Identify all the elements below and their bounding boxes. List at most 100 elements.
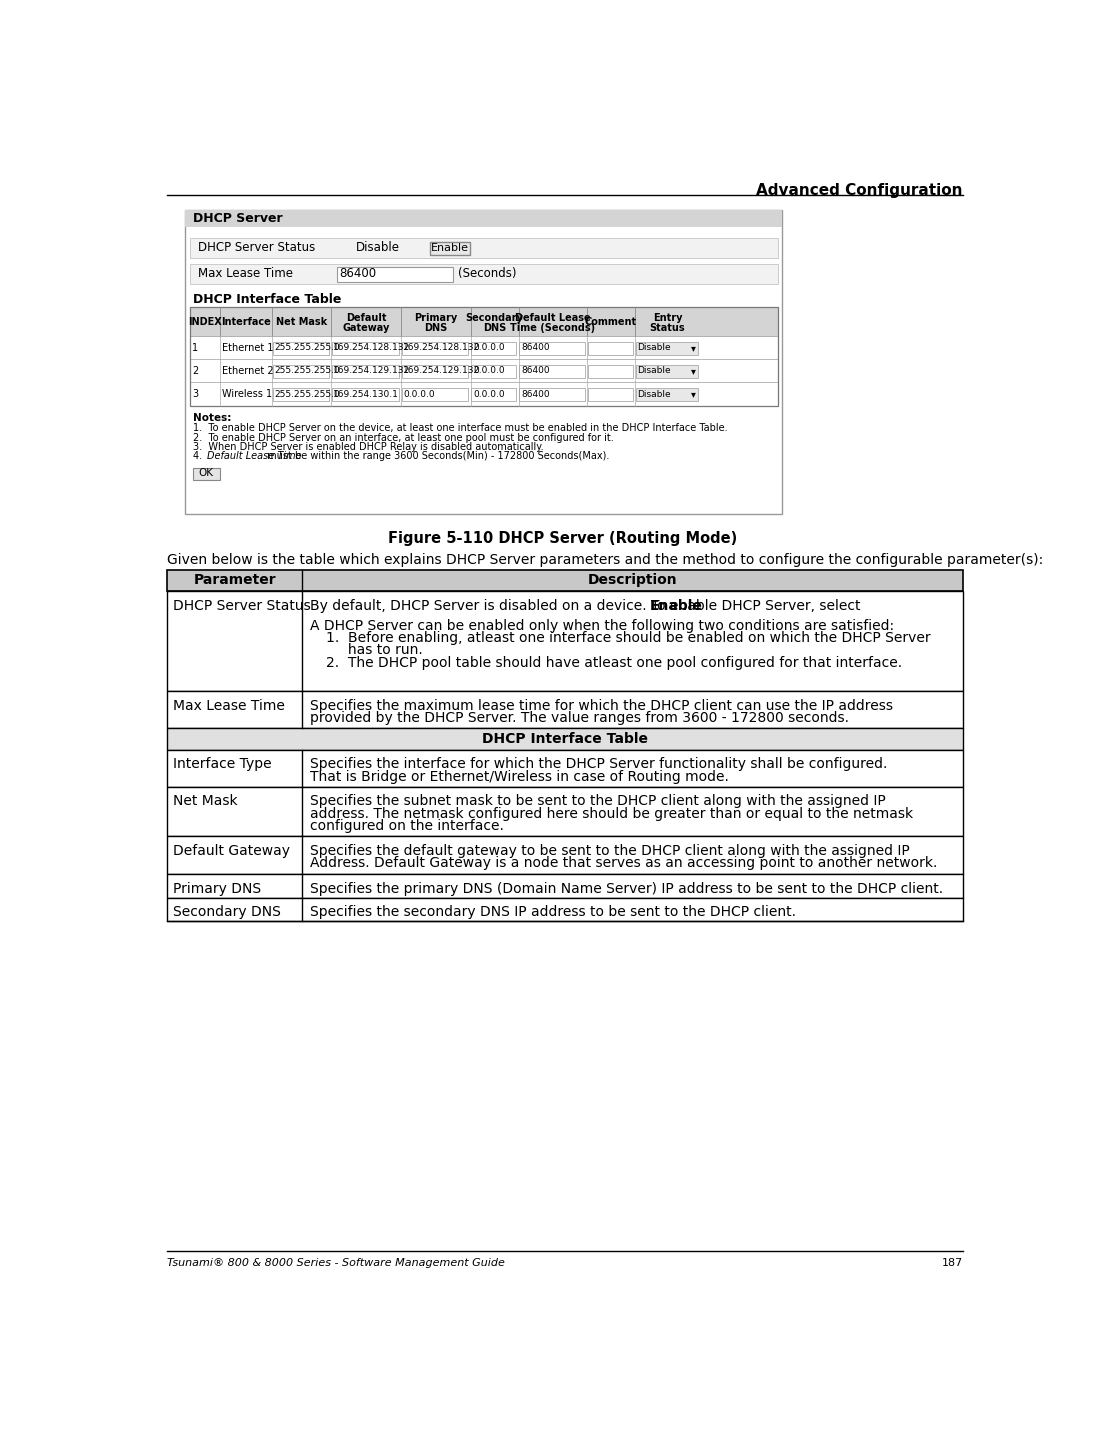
FancyBboxPatch shape [332,342,399,354]
Text: ▾: ▾ [690,343,696,353]
FancyBboxPatch shape [186,210,782,514]
Text: 1.  Before enabling, atleast one interface should be enabled on which the DHCP S: 1. Before enabling, atleast one interfac… [325,630,931,644]
Text: Primary DNS: Primary DNS [173,882,262,896]
Text: 169.254.129.132: 169.254.129.132 [403,366,480,376]
Text: Primary: Primary [414,313,457,323]
Text: configured on the interface.: configured on the interface. [310,819,504,833]
Text: Disable: Disable [637,366,670,376]
FancyBboxPatch shape [520,342,585,354]
Text: OK: OK [199,469,214,479]
Text: Specifies the primary DNS (Domain Name Server) IP address to be sent to the DHCP: Specifies the primary DNS (Domain Name S… [310,882,943,896]
FancyBboxPatch shape [635,342,698,354]
Text: That is Bridge or Ethernet/Wireless in case of Routing mode.: That is Bridge or Ethernet/Wireless in c… [310,770,729,783]
Text: 0.0.0.0: 0.0.0.0 [473,343,504,353]
FancyBboxPatch shape [190,383,777,406]
Text: Ethernet 2: Ethernet 2 [222,366,274,376]
FancyBboxPatch shape [167,750,963,787]
Text: 86400: 86400 [338,267,376,280]
FancyBboxPatch shape [273,364,329,377]
FancyBboxPatch shape [167,570,963,592]
Text: Tsunami® 800 & 8000 Series - Software Management Guide: Tsunami® 800 & 8000 Series - Software Ma… [167,1259,504,1269]
Text: Default Gateway: Default Gateway [173,843,290,857]
Text: Specifies the secondary DNS IP address to be sent to the DHCP client.: Specifies the secondary DNS IP address t… [310,906,796,919]
Text: provided by the DHCP Server. The value ranges from 3600 - 172800 seconds.: provided by the DHCP Server. The value r… [310,712,850,726]
FancyBboxPatch shape [401,342,468,354]
FancyBboxPatch shape [336,267,453,282]
Text: 86400: 86400 [521,390,550,399]
Text: 1.  To enable DHCP Server on the device, at least one interface must be enabled : 1. To enable DHCP Server on the device, … [193,423,728,433]
Text: 169.254.128.132: 169.254.128.132 [333,343,411,353]
Text: 0.0.0.0: 0.0.0.0 [473,366,504,376]
Text: 86400: 86400 [521,343,550,353]
Text: Description: Description [588,573,677,587]
FancyBboxPatch shape [332,364,399,377]
Text: Disable: Disable [637,343,670,353]
Text: A DHCP Server can be enabled only when the following two conditions are satisfie: A DHCP Server can be enabled only when t… [310,619,895,633]
Text: Enable: Enable [431,243,468,253]
Text: Ethernet 1: Ethernet 1 [222,343,274,353]
Text: 2: 2 [192,366,199,376]
Text: Secondary DNS: Secondary DNS [173,906,281,919]
Text: Specifies the maximum lease time for which the DHCP client can use the IP addres: Specifies the maximum lease time for whi… [310,699,893,713]
FancyBboxPatch shape [471,387,517,402]
Text: 1: 1 [192,343,199,353]
Text: Default Lease Time: Default Lease Time [207,452,302,462]
FancyBboxPatch shape [167,897,963,920]
Text: Comment: Comment [585,317,637,327]
FancyBboxPatch shape [471,364,517,377]
FancyBboxPatch shape [193,467,220,480]
Text: ▾: ▾ [690,389,696,399]
Text: DNS: DNS [484,323,507,333]
Text: address. The netmask configured here should be greater than or equal to the netm: address. The netmask configured here sho… [310,807,913,820]
FancyBboxPatch shape [190,264,777,284]
FancyBboxPatch shape [190,307,777,336]
Text: DHCP Interface Table: DHCP Interface Table [481,732,647,746]
Text: 3: 3 [192,389,199,399]
FancyBboxPatch shape [273,342,329,354]
Text: 2.  The DHCP pool table should have atleast one pool configured for that interfa: 2. The DHCP pool table should have atlea… [325,656,902,670]
Text: Secondary: Secondary [466,313,523,323]
Text: Default: Default [346,313,386,323]
FancyBboxPatch shape [588,364,633,377]
Text: Net Mask: Net Mask [276,317,328,327]
Text: Address. Default Gateway is a node that serves as an accessing point to another : Address. Default Gateway is a node that … [310,856,937,870]
FancyBboxPatch shape [430,242,470,256]
Text: 255.255.255.0: 255.255.255.0 [275,390,341,399]
FancyBboxPatch shape [167,875,963,897]
Text: Specifies the interface for which the DHCP Server functionality shall be configu: Specifies the interface for which the DH… [310,757,888,772]
Text: 0.0.0.0: 0.0.0.0 [473,390,504,399]
FancyBboxPatch shape [401,387,468,402]
FancyBboxPatch shape [273,387,329,402]
Text: Given below is the table which explains DHCP Server parameters and the method to: Given below is the table which explains … [167,553,1043,567]
Text: Disable: Disable [637,390,670,399]
Text: Entry: Entry [653,313,682,323]
FancyBboxPatch shape [471,342,517,354]
Text: 2.  To enable DHCP Server on an interface, at least one pool must be configured : 2. To enable DHCP Server on an interface… [193,433,614,443]
Text: 3.  When DHCP Server is enabled DHCP Relay is disabled automatically.: 3. When DHCP Server is enabled DHCP Rela… [193,442,544,452]
Text: Interface Type: Interface Type [173,757,271,772]
Text: 169.254.130.1: 169.254.130.1 [333,390,399,399]
Text: 169.254.128.132: 169.254.128.132 [403,343,480,353]
Text: 4.: 4. [193,452,209,462]
FancyBboxPatch shape [167,787,963,836]
Text: 255.255.255.0: 255.255.255.0 [275,366,341,376]
Text: (Seconds): (Seconds) [458,267,517,280]
Text: DNS: DNS [424,323,447,333]
FancyBboxPatch shape [190,237,777,257]
Text: Specifies the subnet mask to be sent to the DHCP client along with the assigned : Specifies the subnet mask to be sent to … [310,795,886,809]
Text: ▾: ▾ [690,366,696,376]
Text: must be within the range 3600 Seconds(Min) - 172800 Seconds(Max).: must be within the range 3600 Seconds(Mi… [265,452,610,462]
FancyBboxPatch shape [401,364,468,377]
Text: 187: 187 [942,1259,963,1269]
Text: Disable: Disable [356,242,400,254]
Text: 0.0.0.0: 0.0.0.0 [403,390,435,399]
Text: 255.255.255.0: 255.255.255.0 [275,343,341,353]
Text: INDEX: INDEX [188,317,222,327]
Text: Status: Status [650,323,686,333]
FancyBboxPatch shape [167,592,963,692]
Text: By default, DHCP Server is disabled on a device. To enable DHCP Server, select: By default, DHCP Server is disabled on a… [310,599,865,613]
FancyBboxPatch shape [186,210,782,227]
Text: Time (Seconds): Time (Seconds) [510,323,596,333]
Text: Default Lease: Default Lease [515,313,590,323]
FancyBboxPatch shape [190,359,777,383]
